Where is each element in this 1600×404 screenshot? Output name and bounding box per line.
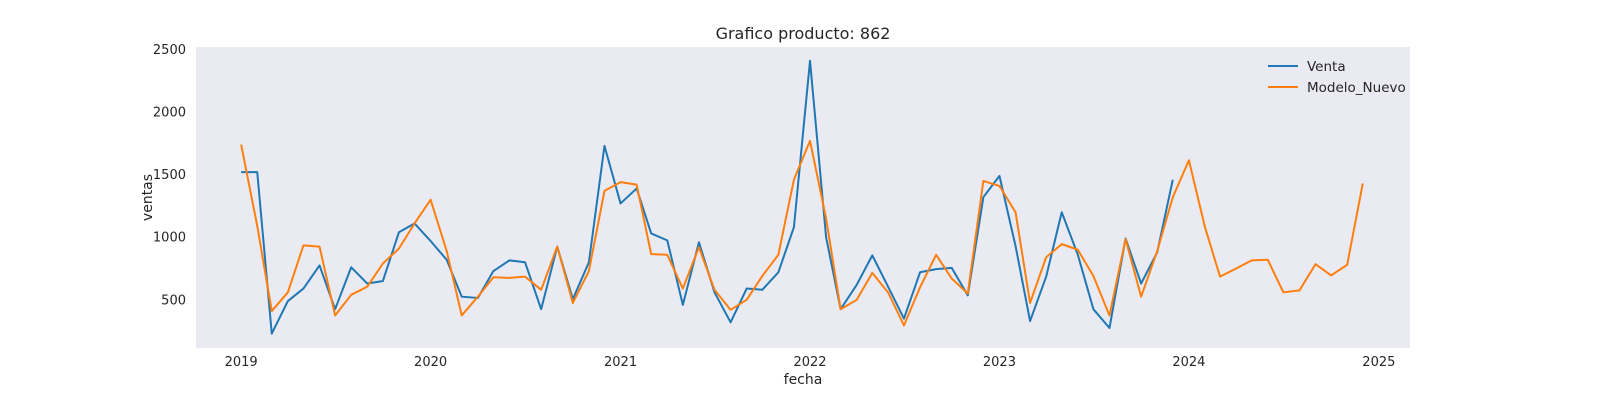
x-axis-ticks: 2019 2020 2021 2022 2023 2024 2025 [225, 355, 1396, 370]
y-tick-label: 2000 [153, 106, 186, 121]
x-axis-label: fecha [784, 372, 823, 388]
legend-label: Modelo_Nuevo [1307, 80, 1406, 96]
x-tick-label: 2020 [414, 355, 447, 370]
y-tick-label: 1500 [153, 168, 186, 183]
y-tick-label: 2500 [153, 43, 186, 58]
chart-title: Grafico producto: 862 [716, 24, 891, 43]
y-axis-ticks: 500 1000 1500 2000 2500 [153, 43, 186, 308]
plot-area [196, 47, 1410, 348]
y-tick-label: 1000 [153, 231, 186, 246]
y-axis-label: ventas [140, 174, 156, 221]
x-tick-label: 2024 [1172, 355, 1205, 370]
x-tick-label: 2023 [983, 355, 1016, 370]
x-tick-label: 2021 [604, 355, 637, 370]
legend-label: Venta [1307, 59, 1346, 75]
x-tick-label: 2019 [225, 355, 258, 370]
y-tick-label: 500 [161, 293, 186, 308]
x-tick-label: 2025 [1362, 355, 1395, 370]
x-tick-label: 2022 [793, 355, 826, 370]
